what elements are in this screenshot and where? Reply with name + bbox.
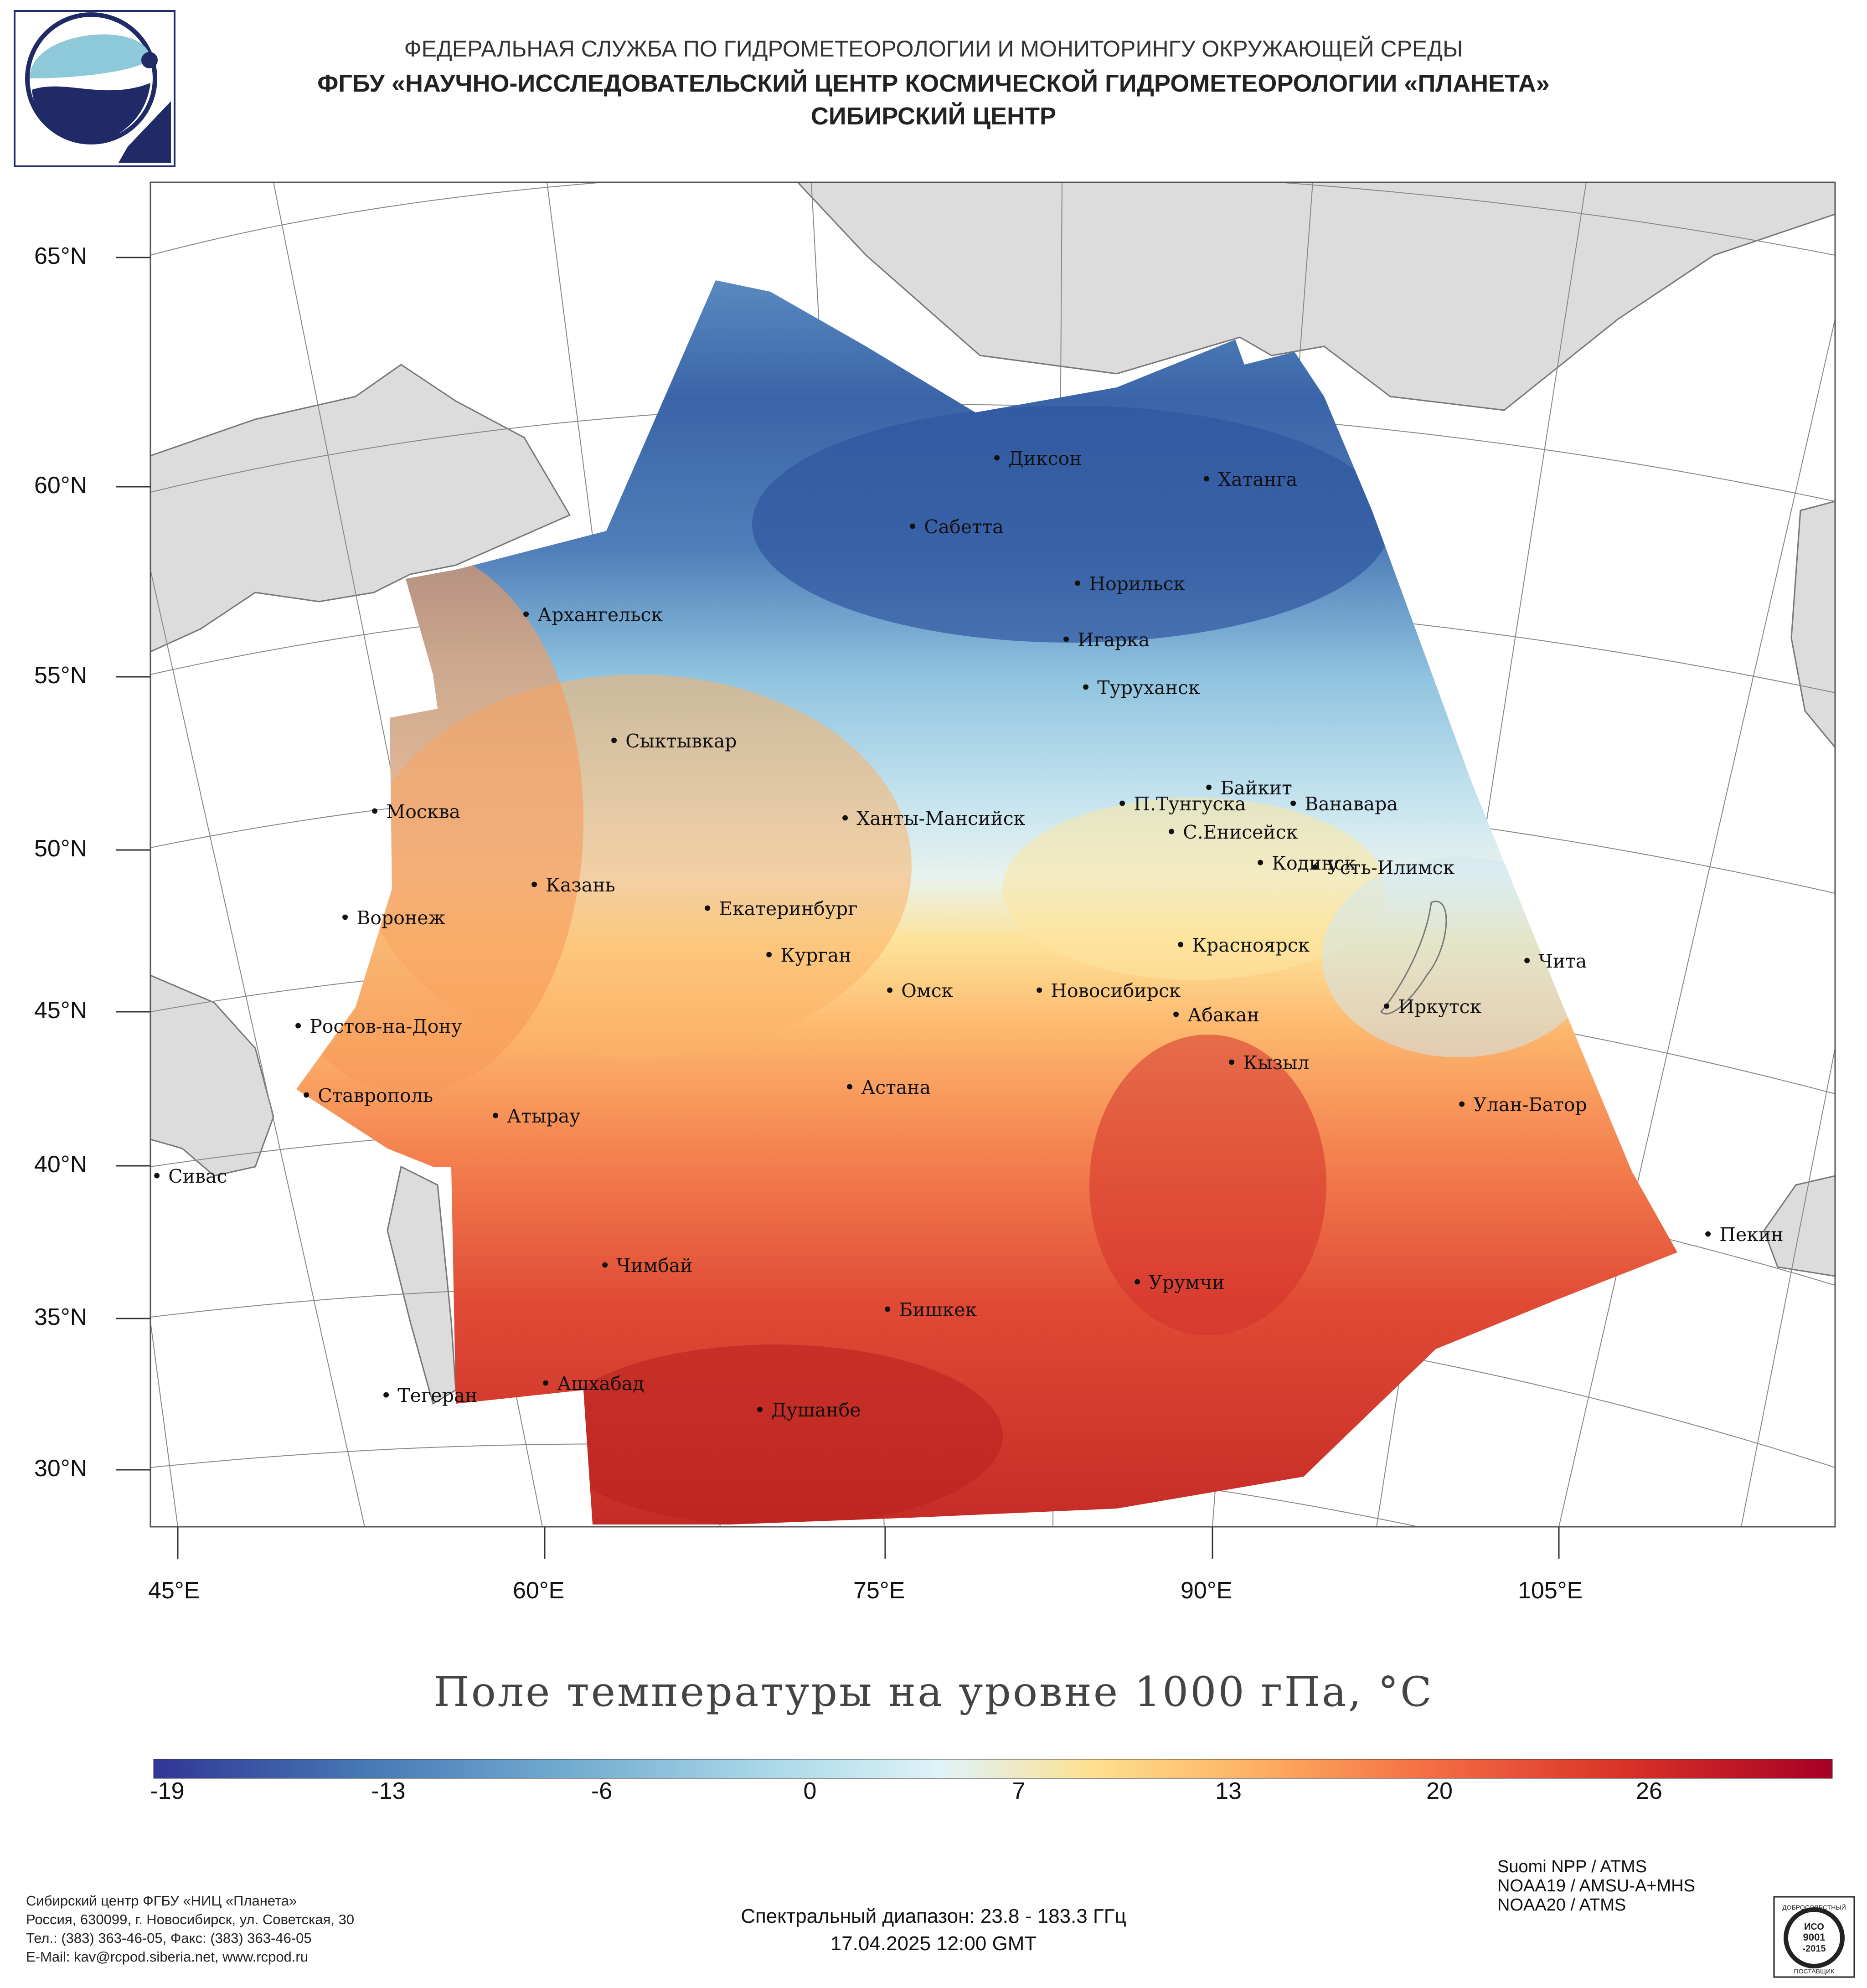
city-voronezh: • Воронеж bbox=[340, 907, 446, 929]
city-kurgan: • Курган bbox=[763, 944, 851, 966]
satellite-item: Suomi NPP / ATMS bbox=[1497, 1857, 1647, 1876]
city-atyrau: • Атырау bbox=[490, 1105, 581, 1127]
colorbar-tick: -19 bbox=[150, 1778, 185, 1804]
city-omsk: • Омск bbox=[884, 980, 954, 1002]
city-kazan: • Казань bbox=[529, 874, 615, 896]
lat-label-65: 65°N bbox=[34, 243, 88, 269]
city-moscow: • Москва bbox=[369, 801, 460, 823]
city-beijing: • Пекин bbox=[1702, 1224, 1784, 1246]
lat-ticks bbox=[116, 257, 150, 1471]
lon-label-45: 45°E bbox=[148, 1577, 200, 1604]
city-astana: • Астана bbox=[844, 1076, 931, 1098]
city-ust-ilimsk: • Усть-Илимск bbox=[1310, 857, 1455, 879]
city-arkhangelsk: • Архангельск bbox=[521, 604, 663, 626]
city-sabetta: • Сабетта bbox=[907, 516, 1004, 538]
city-s-eniseysk: • С.Енисейск bbox=[1166, 821, 1298, 843]
map-title: Поле температуры на уровне 1000 гПа, °C bbox=[433, 1668, 1434, 1716]
city-turukhansk: • Туруханск bbox=[1080, 677, 1200, 699]
spectral-range: Спектральный диапазон: 23.8 - 183.3 ГГц bbox=[741, 1905, 1126, 1927]
badge-top-text: ДОБРОСОВЕСТНЫЙ bbox=[1782, 1903, 1846, 1911]
lat-label-45: 45°N bbox=[34, 997, 88, 1024]
city-abakan: • Абакан bbox=[1171, 1004, 1259, 1026]
city-bishkek: • Бишкек bbox=[882, 1299, 977, 1321]
lat-label-40: 40°N bbox=[34, 1151, 88, 1178]
city-khatanga: • Хатанга bbox=[1201, 469, 1298, 490]
city-norilsk: • Норильск bbox=[1072, 573, 1186, 595]
city-khanty-mansiysk: • Ханты-Мансийск bbox=[840, 808, 1026, 829]
city-syktyvkar: • Сыктывкар bbox=[609, 730, 737, 752]
city-irkutsk: • Иркутск bbox=[1381, 996, 1482, 1018]
satellite-item: NOAA19 / AMSU-A+MHS bbox=[1497, 1876, 1695, 1895]
lat-label-30: 30°N bbox=[34, 1455, 88, 1482]
lat-label-35: 35°N bbox=[34, 1304, 88, 1330]
city-p-tunguska: • П.Тунгуска bbox=[1117, 793, 1246, 815]
city-kyzyl: • Кызыл bbox=[1226, 1052, 1310, 1074]
lon-label-90: 90°E bbox=[1181, 1577, 1233, 1604]
header-agency: ФЕДЕРАЛЬНАЯ СЛУЖБА ПО ГИДРОМЕТЕОРОЛОГИИ … bbox=[404, 36, 1463, 62]
lat-label-60: 60°N bbox=[34, 472, 88, 499]
datetime: 17.04.2025 12:00 GMT bbox=[830, 1932, 1037, 1955]
city-dushanbe: • Душанбе bbox=[754, 1399, 861, 1421]
footer-org: Сибирский центр ФГБУ «НИЦ «Планета» Росс… bbox=[26, 1893, 355, 1965]
lon-ticks bbox=[177, 1527, 1560, 1559]
city-rostov-on-don: • Ростов-на-Дону bbox=[293, 1015, 462, 1037]
colorbar-tick: 13 bbox=[1215, 1778, 1242, 1804]
city-baykit: • Байкит bbox=[1203, 777, 1292, 799]
city-ulan-bator: • Улан-Батор bbox=[1456, 1094, 1587, 1116]
city-krasnoyarsk: • Красноярск bbox=[1175, 934, 1310, 956]
iso-badge: ДОБРОСОВЕСТНЫЙ ИСО 9001 -2015 ПОСТАВЩИК bbox=[1773, 1896, 1855, 1978]
city-sivas: • Сивас bbox=[151, 1165, 227, 1187]
city-novosibirsk: • Новосибирск bbox=[1034, 980, 1181, 1002]
lat-label-50: 50°N bbox=[34, 835, 88, 862]
badge-iso: ИСО bbox=[1804, 1922, 1824, 1932]
city-stavropol: • Ставрополь bbox=[301, 1085, 433, 1107]
colorbar-tick: -6 bbox=[591, 1778, 613, 1804]
satellite-item: NOAA20 / ATMS bbox=[1497, 1895, 1626, 1915]
city-yekaterinburg: • Екатеринбург bbox=[702, 898, 858, 920]
basemap bbox=[150, 182, 1835, 1527]
city-chita: • Чита bbox=[1521, 950, 1587, 972]
colorbar bbox=[153, 1759, 1833, 1779]
colorbar-tick: 26 bbox=[1636, 1778, 1662, 1804]
badge-2015: -2015 bbox=[1802, 1944, 1826, 1954]
city-urumqi: • Урумчи bbox=[1132, 1272, 1225, 1293]
colorbar-tick: -13 bbox=[371, 1778, 406, 1804]
planeta-logo bbox=[14, 10, 175, 167]
city-ashgabat: • Ашхабад bbox=[540, 1373, 645, 1395]
lon-label-75: 75°E bbox=[853, 1577, 905, 1604]
lon-label-60: 60°E bbox=[513, 1577, 565, 1604]
badge-bottom-text: ПОСТАВЩИК bbox=[1794, 1967, 1835, 1975]
colorbar-tick: 0 bbox=[803, 1778, 817, 1804]
city-chimbay: • Чимбай bbox=[599, 1255, 693, 1277]
city-igarka: • Игарка bbox=[1061, 629, 1150, 651]
header-center: СИБИРСКИЙ ЦЕНТР bbox=[810, 103, 1057, 130]
badge-9001: 9001 bbox=[1803, 1931, 1826, 1943]
header-institute: ФГБУ «НАУЧНО-ИССЛЕДОВАТЕЛЬСКИЙ ЦЕНТР КОС… bbox=[317, 70, 1550, 97]
city-dikson: • Диксон bbox=[991, 448, 1082, 469]
city-kodinsk: • Кодинск bbox=[1255, 852, 1356, 874]
colorbar-tick: 7 bbox=[1012, 1778, 1026, 1804]
map-frame bbox=[150, 181, 1836, 1528]
satellite-list: Suomi NPP / ATMS NOAA19 / AMSU-A+MHS NOA… bbox=[1497, 1857, 1695, 1915]
city-tehran: • Тегеран bbox=[381, 1385, 478, 1406]
city-vanavara: • Ванавара bbox=[1288, 793, 1398, 815]
colorbar-tick: 20 bbox=[1426, 1778, 1453, 1804]
lon-label-105: 105°E bbox=[1518, 1577, 1583, 1604]
lat-label-55: 55°N bbox=[34, 662, 88, 689]
